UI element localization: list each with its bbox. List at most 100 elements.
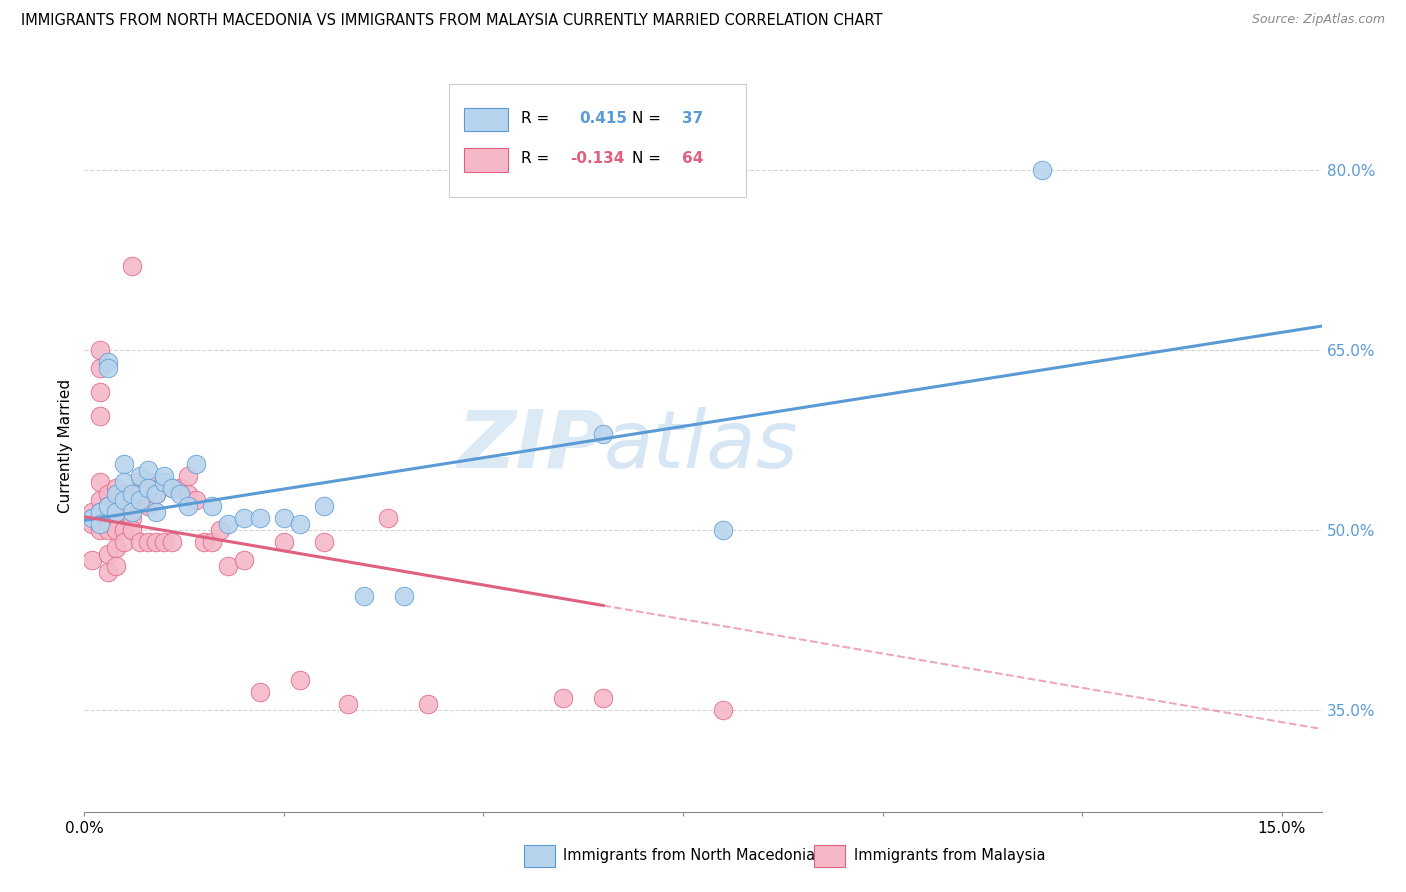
Point bbox=[82, 505, 104, 519]
Point bbox=[97, 511, 120, 525]
Point bbox=[177, 469, 200, 483]
FancyBboxPatch shape bbox=[450, 84, 747, 197]
Point bbox=[121, 523, 143, 537]
Text: Immigrants from Malaysia: Immigrants from Malaysia bbox=[853, 848, 1046, 863]
Point bbox=[184, 492, 207, 507]
Point bbox=[711, 703, 734, 717]
Point bbox=[209, 523, 232, 537]
Text: 0.415: 0.415 bbox=[579, 111, 627, 126]
Point bbox=[336, 697, 359, 711]
Point bbox=[160, 535, 183, 549]
Point bbox=[416, 697, 439, 711]
Bar bbox=[814, 845, 845, 867]
Text: 64: 64 bbox=[682, 151, 703, 166]
Point bbox=[184, 457, 207, 471]
Point bbox=[89, 505, 111, 519]
Point bbox=[136, 535, 159, 549]
Point bbox=[97, 523, 120, 537]
Text: atlas: atlas bbox=[605, 407, 799, 485]
Text: N =: N = bbox=[633, 151, 666, 166]
Y-axis label: Currently Married: Currently Married bbox=[58, 379, 73, 513]
Point bbox=[89, 505, 111, 519]
Point bbox=[153, 475, 176, 489]
Point bbox=[82, 511, 104, 525]
Point bbox=[105, 541, 128, 555]
Text: R =: R = bbox=[522, 151, 554, 166]
Point bbox=[97, 499, 120, 513]
Point bbox=[89, 523, 111, 537]
Point bbox=[711, 523, 734, 537]
Point bbox=[136, 481, 159, 495]
Point bbox=[169, 481, 191, 495]
Point bbox=[129, 475, 152, 489]
Point bbox=[312, 535, 335, 549]
Point bbox=[145, 535, 167, 549]
Point bbox=[82, 553, 104, 567]
Point bbox=[82, 516, 104, 531]
Text: N =: N = bbox=[633, 111, 666, 126]
Point bbox=[112, 457, 135, 471]
Point bbox=[105, 487, 128, 501]
Point bbox=[145, 487, 167, 501]
Point bbox=[136, 487, 159, 501]
Bar bbox=[464, 108, 508, 131]
Point bbox=[97, 361, 120, 376]
Text: R =: R = bbox=[522, 111, 554, 126]
Point bbox=[153, 469, 176, 483]
Point bbox=[112, 535, 135, 549]
Point bbox=[121, 487, 143, 501]
Point bbox=[592, 690, 614, 705]
Point bbox=[553, 690, 575, 705]
Point bbox=[97, 565, 120, 579]
Point bbox=[129, 469, 152, 483]
Point bbox=[377, 511, 399, 525]
Point bbox=[97, 499, 120, 513]
Point bbox=[217, 558, 239, 573]
Point bbox=[353, 589, 375, 603]
Point bbox=[112, 523, 135, 537]
Point bbox=[105, 505, 128, 519]
Point bbox=[97, 355, 120, 369]
Point bbox=[89, 492, 111, 507]
Text: 37: 37 bbox=[682, 111, 703, 126]
Point bbox=[89, 475, 111, 489]
Point bbox=[112, 492, 135, 507]
Point bbox=[177, 499, 200, 513]
Point bbox=[233, 511, 256, 525]
Point bbox=[145, 487, 167, 501]
Point bbox=[288, 516, 311, 531]
Point bbox=[169, 487, 191, 501]
Point bbox=[249, 511, 271, 525]
Point bbox=[129, 492, 152, 507]
Point bbox=[288, 673, 311, 687]
Point bbox=[153, 475, 176, 489]
Point bbox=[82, 511, 104, 525]
Point bbox=[153, 535, 176, 549]
Point bbox=[273, 511, 295, 525]
Point bbox=[129, 487, 152, 501]
Point bbox=[160, 481, 183, 495]
Point bbox=[105, 558, 128, 573]
Point bbox=[193, 535, 215, 549]
Point bbox=[233, 553, 256, 567]
Point bbox=[249, 685, 271, 699]
Point bbox=[121, 259, 143, 273]
Point bbox=[177, 487, 200, 501]
Point bbox=[89, 361, 111, 376]
Point bbox=[89, 343, 111, 357]
Point bbox=[112, 487, 135, 501]
Point bbox=[201, 535, 224, 549]
Text: ZIP: ZIP bbox=[457, 407, 605, 485]
Point bbox=[312, 499, 335, 513]
Text: Source: ZipAtlas.com: Source: ZipAtlas.com bbox=[1251, 13, 1385, 27]
Point bbox=[112, 475, 135, 489]
Point bbox=[136, 463, 159, 477]
Point bbox=[145, 475, 167, 489]
Point bbox=[392, 589, 415, 603]
Point bbox=[160, 481, 183, 495]
Point bbox=[97, 487, 120, 501]
Point bbox=[145, 505, 167, 519]
Text: -0.134: -0.134 bbox=[571, 151, 626, 166]
Point bbox=[217, 516, 239, 531]
Point bbox=[105, 481, 128, 495]
